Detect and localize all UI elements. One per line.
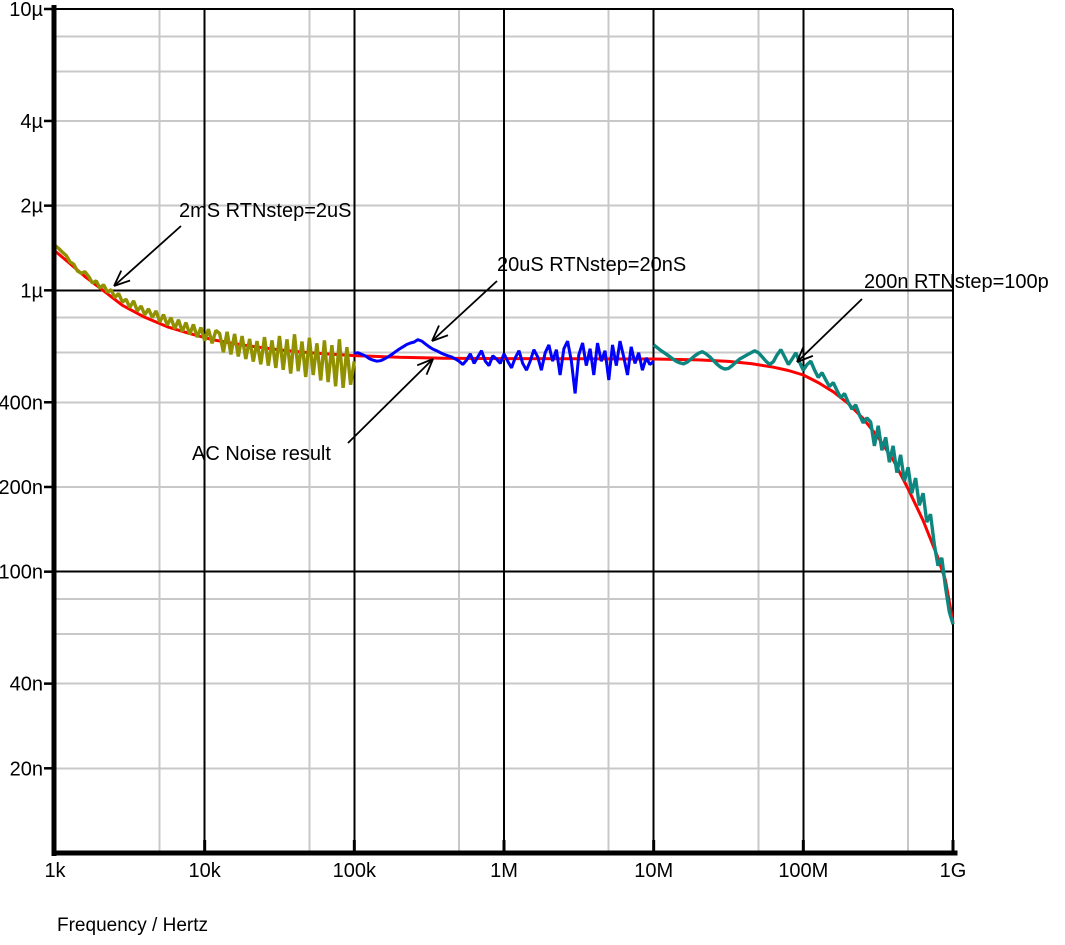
y-tick <box>44 682 52 685</box>
y-tick-label: 1µ <box>20 280 43 302</box>
series-2ms-rtnstep-2us <box>53 244 356 389</box>
y-tick-label: 200n <box>0 477 43 499</box>
y-tick <box>44 401 52 404</box>
y-tick <box>44 119 52 123</box>
y-tick <box>44 204 52 207</box>
series-200n-rtnstep-100p <box>652 343 955 625</box>
y-tick-label: 2µ <box>20 196 43 218</box>
y-tick <box>44 485 52 489</box>
y-tick <box>44 570 52 573</box>
annotation-arrowhead <box>796 355 814 363</box>
x-axis-title: Frequency / Hertz <box>57 915 208 936</box>
y-tick <box>44 767 52 770</box>
x-tick <box>951 840 955 851</box>
annotation-20us-rtnstep: 20uS RTNstep=20nS <box>497 254 687 276</box>
x-tick-label: 1M <box>490 860 518 882</box>
x-tick <box>203 840 207 851</box>
y-tick <box>44 7 52 11</box>
annotation-arrow <box>347 358 434 444</box>
annotation-arrow <box>796 298 863 363</box>
annotation-ac-noise-result: AC Noise result <box>192 443 331 465</box>
y-axis-line <box>51 5 57 856</box>
x-axis-line <box>51 850 958 856</box>
annotation-arrow <box>113 225 182 287</box>
y-tick-label: 20n <box>10 758 43 780</box>
x-tick-label: 10k <box>189 860 222 882</box>
annotation-arrowhead <box>431 334 449 342</box>
annotation-arrow <box>431 280 498 342</box>
x-tick-label: 1k <box>44 860 66 882</box>
y-tick-label: 100n <box>0 562 43 584</box>
y-tick <box>44 289 52 292</box>
x-tick <box>502 840 506 851</box>
annotation-arrowhead <box>416 358 434 367</box>
y-tick-label: 4µ <box>20 111 43 133</box>
x-tick <box>801 840 805 851</box>
y-tick-label: 400n <box>0 392 43 414</box>
annotation-200n-rtnstep: 200n RTNstep=100p <box>864 271 1049 293</box>
annotation-arrowhead <box>796 345 805 363</box>
x-tick <box>352 840 356 851</box>
x-tick <box>53 840 57 851</box>
x-tick <box>652 840 656 851</box>
y-tick-label: 10µ <box>9 0 43 21</box>
annotation-arrowhead <box>431 325 440 342</box>
x-tick-label: 10M <box>634 860 673 882</box>
annotation-arrowhead <box>113 279 131 287</box>
annotation-arrowhead <box>113 270 123 287</box>
series-20us-rtnstep-20ns <box>354 338 655 394</box>
annotation-2ms-rtnstep: 2mS RTNstep=2uS <box>179 200 352 222</box>
x-tick-label: 100M <box>778 860 828 882</box>
y-tick-label: 40n <box>10 674 43 696</box>
annotation-arrowhead <box>425 358 434 376</box>
x-tick-label: 100k <box>333 860 377 882</box>
x-tick-label: 1G <box>940 860 967 882</box>
